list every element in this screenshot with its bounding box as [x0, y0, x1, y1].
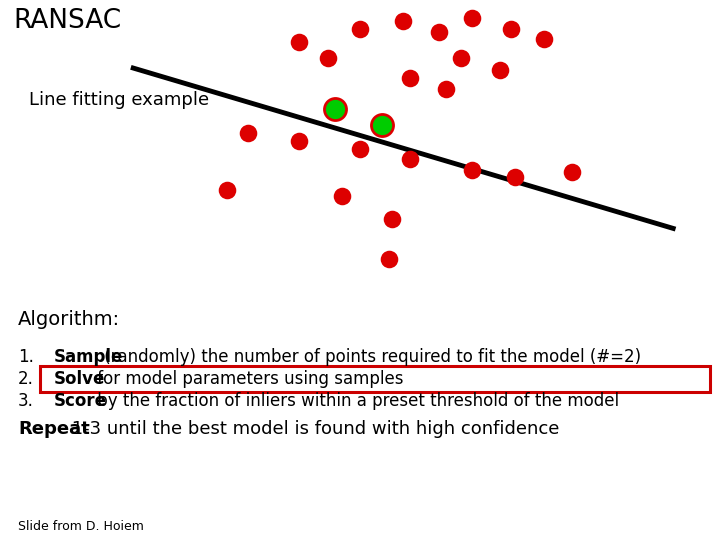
Point — [505, 25, 517, 33]
Text: 2.: 2. — [18, 370, 34, 388]
Text: Repeat: Repeat — [18, 420, 90, 438]
Point — [383, 255, 395, 264]
Text: by the fraction of inliers within a preset threshold of the model: by the fraction of inliers within a pres… — [92, 392, 619, 410]
Text: RANSAC: RANSAC — [13, 8, 121, 34]
Point — [293, 38, 305, 46]
Point — [221, 185, 233, 194]
Point — [376, 120, 387, 129]
Text: Algorithm:: Algorithm: — [18, 310, 120, 329]
Point — [455, 54, 467, 63]
Point — [329, 104, 341, 113]
Text: Slide from D. Hoiem: Slide from D. Hoiem — [18, 520, 144, 533]
Point — [405, 73, 416, 82]
Point — [405, 154, 416, 163]
Point — [293, 137, 305, 145]
Point — [538, 35, 549, 43]
Text: Score: Score — [54, 392, 107, 410]
Point — [336, 192, 348, 200]
Point — [466, 166, 477, 174]
Text: (randomly) the number of points required to fit the model (#=2): (randomly) the number of points required… — [99, 348, 642, 366]
Point — [466, 14, 477, 22]
Text: Sample: Sample — [54, 348, 123, 366]
Text: 1.: 1. — [18, 348, 34, 366]
Text: 1-3 until the best model is found with high confidence: 1-3 until the best model is found with h… — [66, 420, 559, 438]
Point — [495, 65, 506, 74]
Point — [567, 167, 578, 176]
Point — [322, 54, 333, 63]
Text: for model parameters using samples: for model parameters using samples — [92, 370, 403, 388]
Point — [354, 25, 366, 33]
Point — [509, 172, 521, 181]
Point — [397, 17, 409, 25]
Point — [354, 145, 366, 153]
Point — [433, 28, 445, 37]
Point — [441, 85, 452, 93]
Point — [243, 129, 254, 137]
Text: Line fitting example: Line fitting example — [29, 91, 209, 109]
Text: Solve: Solve — [54, 370, 105, 388]
Point — [387, 214, 398, 223]
Text: 3.: 3. — [18, 392, 34, 410]
